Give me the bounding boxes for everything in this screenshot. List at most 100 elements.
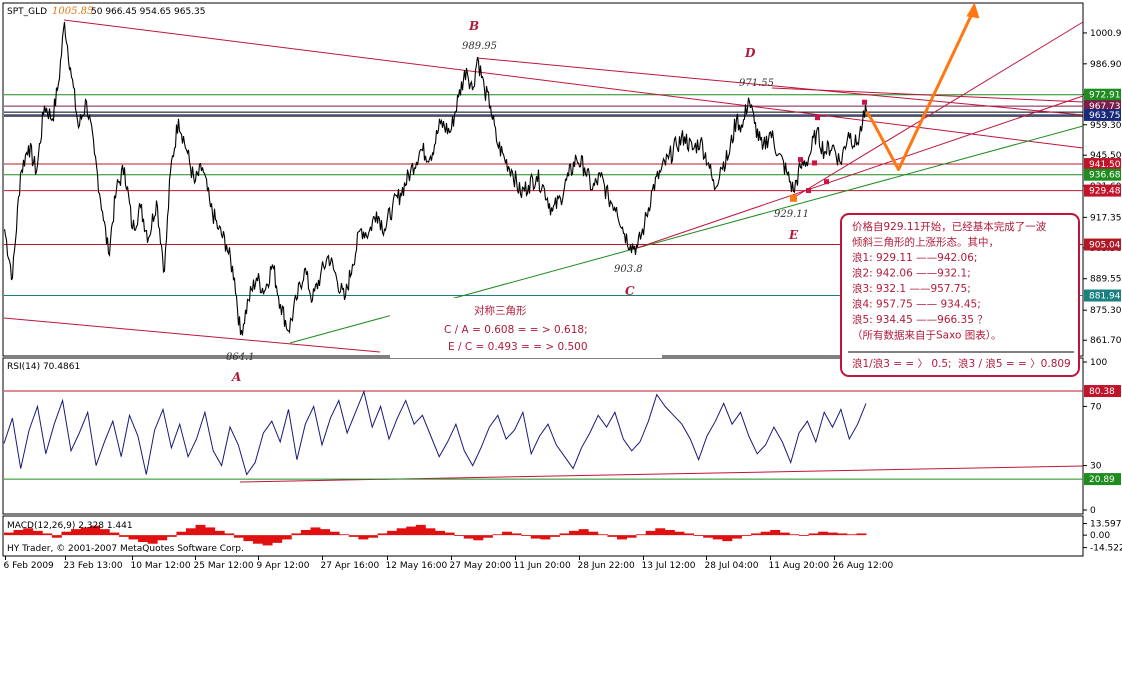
- macd-bar: [367, 535, 378, 538]
- forecast-arrowhead: [966, 2, 980, 19]
- wave-b-value: 989.95: [462, 41, 497, 52]
- macd-bar: [166, 535, 177, 537]
- macd-bar: [310, 527, 321, 536]
- trendline-wedge: [792, 21, 1084, 199]
- price-line: [3, 21, 868, 336]
- note-line: 浪5: 934.45 ——966.35 ？: [852, 313, 988, 326]
- wave-marker: [862, 99, 867, 105]
- macd-bar: [320, 529, 331, 536]
- macd-bar: [243, 535, 254, 542]
- copyright-text: HY Trader, © 2001-2007 MetaQuotes Softwa…: [7, 544, 244, 554]
- wave-d-value: 971.55: [739, 78, 774, 89]
- macd-label: MACD(12,26,9) 2.328 1.441: [7, 521, 133, 531]
- time-tick-label: 27 Apr 16:00: [321, 561, 380, 571]
- wave-e-letter: E: [788, 228, 799, 242]
- macd-bar: [846, 534, 857, 536]
- forecast-line: [865, 7, 976, 172]
- time-tick-label: 11 Jun 20:00: [514, 561, 571, 571]
- ratio-ca: C / A = 0.608 = = > 0.618;: [444, 324, 588, 336]
- time-tick-label: 12 May 16:00: [386, 561, 448, 571]
- macd-bar: [597, 534, 608, 536]
- macd-bar: [751, 533, 762, 536]
- price-tag-label: 881.94: [1089, 292, 1121, 302]
- price-tag: [1084, 108, 1121, 121]
- note-line: 浪2: 942.06 ——932.1;: [852, 267, 971, 280]
- note-line: 浪4: 957.75 —— 934.45;: [852, 298, 981, 311]
- rsi-tag: [1084, 473, 1121, 486]
- macd-bar: [502, 531, 513, 536]
- macd-bar: [770, 530, 781, 536]
- time-tick-label: 10 Mar 12:00: [131, 561, 191, 571]
- macd-bar: [559, 533, 570, 536]
- price-tag-label: 967.73: [1089, 102, 1121, 112]
- macd-bar: [616, 535, 627, 540]
- wave-marker: [812, 160, 817, 166]
- macd-bar: [521, 535, 532, 536]
- macd-bar: [42, 533, 53, 536]
- macd-bar: [406, 526, 417, 536]
- macd-bar: [856, 533, 867, 536]
- macd-bar: [185, 528, 196, 536]
- macd-tick-label: 13.597: [1090, 519, 1122, 529]
- macd-bar: [712, 535, 723, 540]
- macd-bar: [71, 529, 82, 536]
- macd-bar: [674, 531, 685, 536]
- macd-bar: [703, 535, 714, 538]
- wave-e-value: 929.11: [774, 209, 809, 220]
- macd-bar: [80, 527, 91, 536]
- macd-bar: [253, 535, 263, 544]
- macd-bar: [530, 535, 541, 539]
- price-tick-label: 917.35: [1090, 213, 1122, 223]
- macd-bar: [693, 535, 704, 536]
- macd-bar: [578, 529, 589, 536]
- price-tick-label: 889.55: [1090, 275, 1122, 285]
- price-tick-label: 959.30: [1090, 121, 1122, 131]
- macd-bar: [99, 529, 110, 536]
- price-tag: [1084, 168, 1121, 181]
- high-value-label: 1005.85: [52, 6, 93, 17]
- rsi-series: [3, 389, 1083, 480]
- macd-bar: [128, 535, 139, 540]
- macd-bar: [415, 524, 426, 536]
- macd-bar: [827, 532, 838, 536]
- macd-tick-label: -14.522: [1090, 544, 1122, 554]
- macd-bar: [118, 535, 129, 537]
- note-line: （所有数据来自于Saxo 图表）。: [852, 329, 1002, 342]
- rsi-tick-label: 30: [1090, 462, 1102, 472]
- macd-bar: [281, 535, 292, 540]
- horizontal-levels: [4, 94, 1083, 297]
- macd-bar: [607, 535, 618, 537]
- trendline-b-d: [476, 57, 1084, 116]
- macd-bar: [396, 528, 407, 536]
- rsi-label: RSI(14) 70.4861: [7, 362, 80, 372]
- wave-c-letter: C: [625, 284, 635, 298]
- price-tag-label: 941.50: [1089, 160, 1121, 170]
- macd-bar: [23, 528, 34, 536]
- macd-bar: [90, 525, 101, 536]
- price-tag: [1084, 289, 1121, 302]
- macd-bar: [435, 530, 445, 536]
- ratio-ec: E / C = 0.493 = = > 0.500: [448, 341, 588, 353]
- price-tick-label: 875.30: [1090, 306, 1122, 316]
- wave-c-value: 903.8: [614, 264, 643, 275]
- rsi-tick-label: 70: [1090, 402, 1102, 412]
- macd-bar: [32, 530, 43, 536]
- time-tick-label: 13 Jul 12:00: [642, 561, 696, 571]
- macd-bar: [138, 535, 149, 542]
- macd-bar: [348, 535, 359, 537]
- time-tick-label: 28 Jul 04:00: [705, 561, 759, 571]
- price-axis: 1000.90986.90973.05959.30945.50931.60917…: [1083, 29, 1122, 554]
- macd-bar: [291, 533, 302, 536]
- macd-bar: [157, 535, 168, 541]
- price-tag-label: 929.48: [1089, 187, 1121, 197]
- rsi-tick-label: 100: [1090, 358, 1107, 368]
- price-tag-label: 963.75: [1089, 111, 1121, 121]
- macd-bar: [798, 535, 809, 536]
- rsi-tag-label: 20.89: [1089, 475, 1115, 485]
- trendline-c-e: [636, 95, 1084, 249]
- macd-bar: [214, 530, 225, 536]
- macd-bar: [808, 533, 819, 536]
- macd-bar: [511, 533, 522, 536]
- macd-bar: [722, 535, 733, 542]
